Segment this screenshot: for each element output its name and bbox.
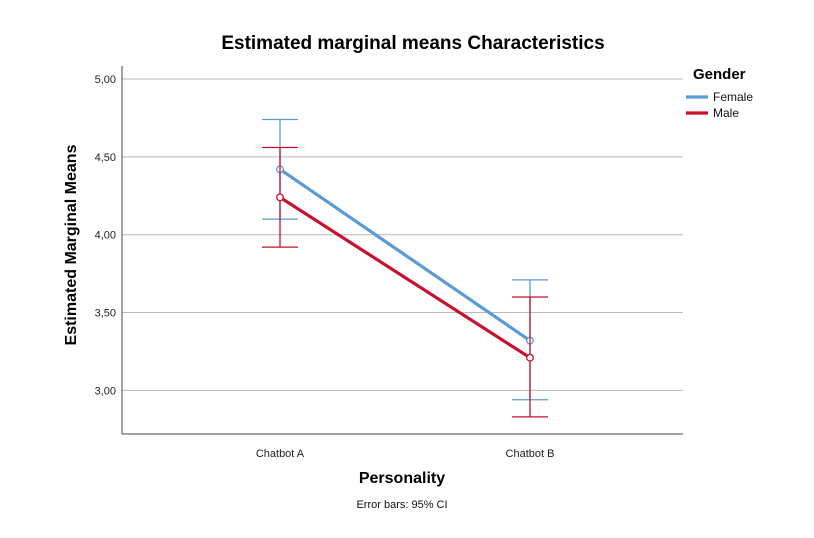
x-axis-title: Personality: [359, 470, 445, 487]
y-axis-title: Estimated Marginal Means: [63, 144, 80, 345]
series-female: [262, 118, 548, 401]
y-tick-label: 4,00: [95, 230, 116, 242]
series-line: [279, 167, 531, 342]
footnote: Error bars: 95% CI: [356, 499, 447, 511]
x-tick-label: Chatbot A: [256, 448, 305, 460]
data-point: [276, 193, 284, 202]
series-line: [279, 195, 531, 360]
series-male: [262, 146, 548, 418]
y-tick-label: 3,00: [95, 385, 116, 397]
data-point: [526, 353, 534, 362]
legend: Gender Female Male: [686, 66, 753, 120]
legend-label: Male: [713, 106, 739, 120]
x-tick-label: Chatbot B: [506, 448, 555, 460]
legend-title: Gender: [693, 66, 746, 83]
gridlines: [122, 78, 683, 391]
series-group: [262, 118, 548, 418]
axes: [121, 66, 683, 435]
y-tick-label: 4,50: [95, 152, 116, 164]
y-tick-label: 5,00: [95, 74, 116, 86]
chart-title: Estimated marginal means Characteristics: [221, 33, 604, 54]
x-tick-labels: Chatbot A Chatbot B: [256, 448, 555, 460]
y-tick-label: 3,50: [95, 308, 116, 320]
y-tick-labels: 3,00 3,50 4,00 4,50 5,00: [95, 74, 116, 397]
legend-label: Female: [713, 90, 753, 104]
